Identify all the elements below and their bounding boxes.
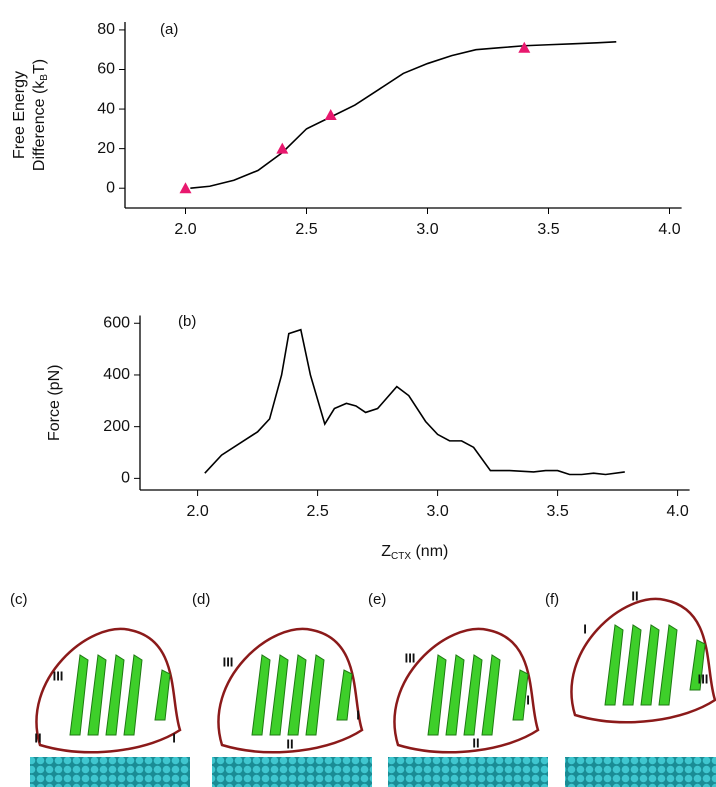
strand: [481, 654, 501, 736]
x-tick-label: 2.0: [186, 503, 208, 520]
strand: [69, 654, 89, 736]
domain-label: I: [172, 730, 176, 745]
x-tick-label: 3.5: [537, 221, 559, 238]
x-tick-label: 3.5: [546, 503, 568, 520]
y-tick-label: 600: [103, 314, 130, 331]
y-tick-label: 0: [121, 470, 130, 487]
domain-label: III: [405, 650, 416, 665]
strand: [305, 654, 325, 736]
y-tick-label: 40: [97, 100, 115, 117]
strand: [427, 654, 447, 736]
domain-label: II: [631, 588, 638, 603]
strand: [105, 654, 125, 736]
domain-label: III: [698, 671, 709, 686]
y-axis-label-part: Difference (k: [31, 80, 48, 171]
strand: [604, 624, 624, 706]
y-axis-label-sub: B: [39, 74, 50, 81]
y-tick-label: 200: [103, 418, 130, 435]
strand: [640, 624, 660, 706]
strand: [154, 669, 171, 721]
domain-label: I: [356, 707, 360, 722]
strand: [251, 654, 271, 736]
panel-label: (d): [192, 591, 210, 608]
y-tick-label: 60: [97, 61, 115, 78]
domain-label: I: [526, 692, 530, 707]
y-axis-label-part: T): [31, 59, 48, 74]
domain-label: I: [583, 621, 587, 636]
x-axis-label: ZCTX (nm): [381, 543, 448, 561]
data-point: [518, 41, 531, 53]
strand: [336, 669, 353, 721]
data-point: [179, 182, 192, 194]
y-axis-label: Free Energy: [11, 71, 28, 159]
x-axis-label-part: Z: [381, 543, 391, 560]
strand: [463, 654, 483, 736]
data-point: [276, 142, 289, 154]
panel-label: (b): [178, 313, 196, 330]
strand: [123, 654, 143, 736]
data-point: [324, 109, 337, 120]
y-axis-label: Force (pN): [46, 365, 63, 441]
domain-label: III: [223, 654, 234, 669]
x-axis-label-sub: CTX: [391, 551, 411, 562]
panel-label: (a): [160, 21, 178, 38]
x-tick-label: 2.5: [295, 221, 317, 238]
y-tick-label: 80: [97, 21, 115, 38]
strand: [512, 669, 529, 721]
loop: [393, 627, 540, 754]
x-tick-label: 3.0: [426, 503, 448, 520]
strand: [445, 654, 465, 736]
membrane: [388, 757, 548, 787]
x-tick-label: 3.0: [416, 221, 438, 238]
strand: [287, 654, 307, 736]
x-tick-label: 4.0: [666, 503, 688, 520]
panel-label: (f): [545, 591, 559, 608]
data-line: [204, 328, 625, 476]
y-tick-label: 400: [103, 366, 130, 383]
membrane: [30, 757, 190, 787]
x-tick-label: 2.0: [174, 221, 196, 238]
x-axis-label-part: (nm): [411, 543, 448, 560]
data-line: [190, 40, 617, 190]
y-tick-label: 0: [106, 179, 115, 196]
y-axis-label: Difference (kBT): [31, 59, 49, 171]
y-tick-label: 20: [97, 140, 115, 157]
x-tick-label: 2.5: [306, 503, 328, 520]
strand: [622, 624, 642, 706]
strand: [658, 624, 678, 706]
x-tick-label: 4.0: [658, 221, 680, 238]
loop: [35, 627, 182, 754]
domain-label: II: [472, 735, 479, 750]
domain-label: III: [53, 668, 64, 683]
membrane: [212, 757, 372, 787]
domain-label: II: [34, 730, 41, 745]
membrane: [565, 757, 716, 787]
loop: [570, 597, 716, 724]
panel-label: (c): [10, 591, 28, 608]
loop: [217, 627, 364, 754]
domain-label: II: [286, 736, 293, 751]
strand: [87, 654, 107, 736]
strand: [269, 654, 289, 736]
strand: [689, 639, 706, 691]
panel-label: (e): [368, 591, 386, 608]
